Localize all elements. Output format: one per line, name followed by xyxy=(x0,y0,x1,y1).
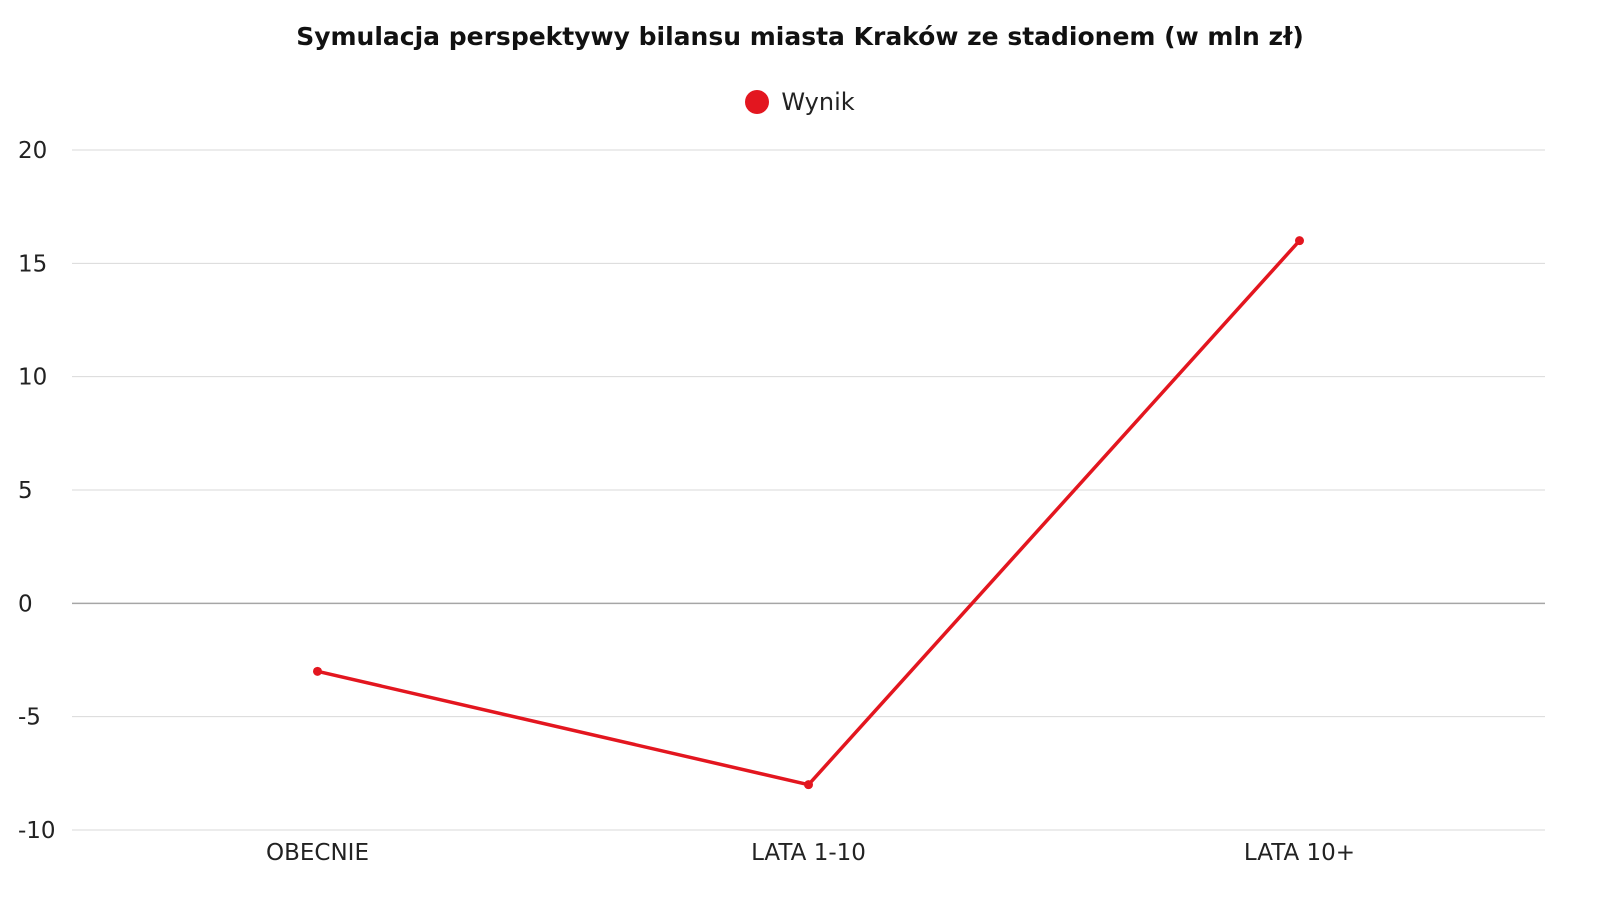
y-tick-label: 20 xyxy=(18,138,47,164)
x-tick-label: LATA 1-10 xyxy=(751,840,866,866)
x-tick-label: OBECNIE xyxy=(266,840,369,866)
y-tick-label: 15 xyxy=(18,251,47,277)
chart-title: Symulacja perspektywy bilansu miasta Kra… xyxy=(296,22,1304,51)
y-tick-label: 0 xyxy=(18,591,33,617)
y-tick-label: 10 xyxy=(18,365,47,391)
data-point xyxy=(1295,236,1304,246)
series-line xyxy=(315,238,1302,787)
data-point xyxy=(804,780,813,790)
y-tick-label: -5 xyxy=(18,705,41,731)
legend: Wynik xyxy=(0,88,1600,116)
legend-label: Wynik xyxy=(781,88,855,116)
y-tick-label: -10 xyxy=(18,818,56,844)
data-point xyxy=(313,666,322,676)
legend-swatch xyxy=(745,90,770,114)
y-tick-label: 5 xyxy=(18,478,33,504)
x-tick-label: LATA 10+ xyxy=(1244,840,1355,866)
